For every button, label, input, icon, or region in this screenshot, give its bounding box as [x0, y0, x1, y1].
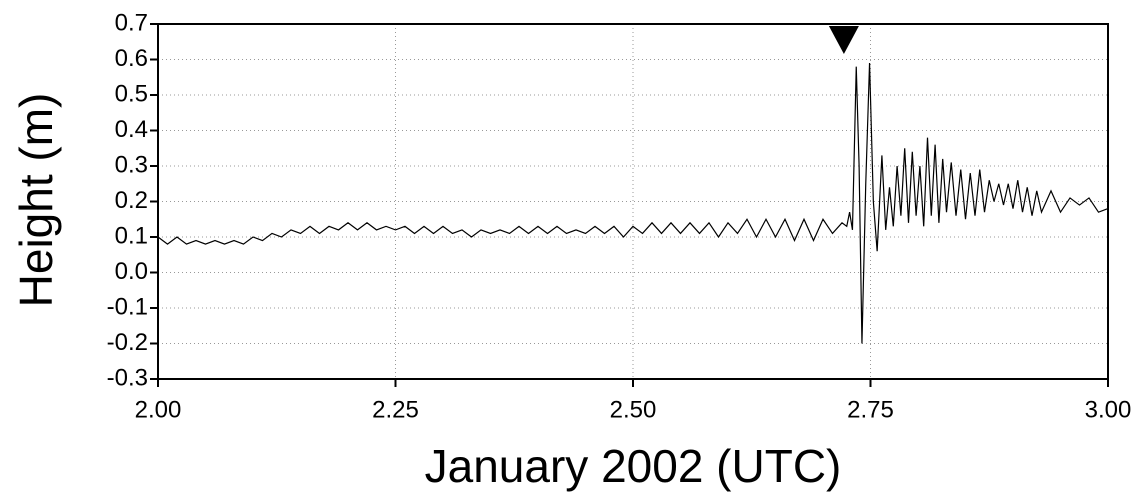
x-tick-label: 2.50	[610, 396, 657, 423]
x-tick-label: 3.00	[1085, 396, 1132, 423]
plot-frame	[157, 23, 1109, 380]
y-tick-label: 0.7	[115, 9, 148, 36]
y-tick-label: 0.4	[115, 116, 148, 143]
y-tick-label: 0.3	[115, 151, 148, 178]
arrival-marker	[828, 26, 859, 54]
x-tick-label: 2.25	[372, 396, 419, 423]
x-tick-label: 2.75	[847, 396, 894, 423]
y-tick-label: -0.3	[107, 364, 148, 391]
x-tick-label: 2.00	[135, 396, 182, 423]
y-tick-label: 0.2	[115, 187, 148, 214]
y-tick-label: 0.5	[115, 80, 148, 107]
y-tick-label: 0.1	[115, 222, 148, 249]
y-tick-label: 0.6	[115, 45, 148, 72]
data-line	[157, 63, 1109, 344]
y-axis-label: Height (m)	[10, 93, 62, 308]
x-axis-label: January 2002 (UTC)	[425, 440, 842, 492]
y-tick-label: 0.0	[115, 258, 148, 285]
y-tick-label: -0.2	[107, 329, 148, 356]
y-tick-label: -0.1	[107, 293, 148, 320]
